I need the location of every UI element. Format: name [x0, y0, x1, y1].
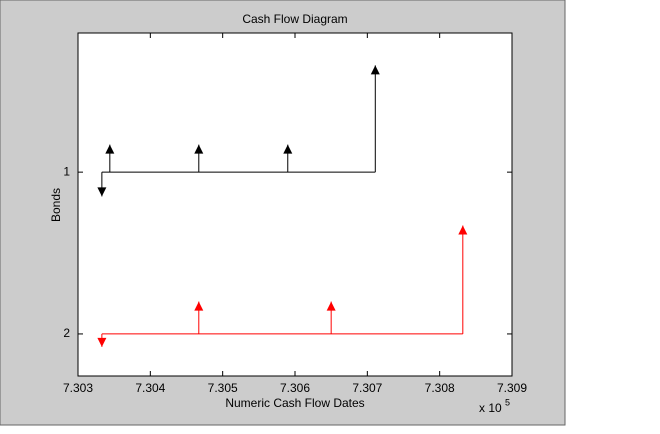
arrow-head	[97, 337, 107, 347]
cash-flow-arrow	[194, 144, 204, 173]
arrow-head	[194, 301, 204, 311]
cash-flow-arrow	[194, 301, 204, 334]
x-tick-label: 7.305	[208, 381, 238, 395]
x-tick-label: 7.304	[135, 381, 165, 395]
cash-flow-arrow	[283, 144, 293, 173]
axes-box	[77, 32, 513, 377]
cash-flow-arrow	[97, 172, 107, 197]
x-multiplier-exponent: 5	[505, 397, 510, 407]
cash-flow-arrow	[105, 144, 115, 173]
y-tick-label: 2	[63, 326, 70, 340]
x-tick-label: 7.309	[497, 381, 527, 395]
cash-flow-arrow	[97, 333, 107, 347]
y-axis-label: Bonds	[49, 188, 63, 222]
plot-area	[78, 33, 512, 376]
x-tick-label: 7.307	[352, 381, 382, 395]
arrow-head	[105, 144, 115, 154]
x-tick-label: 7.308	[425, 381, 455, 395]
x-multiplier: x 10	[479, 401, 502, 415]
x-axis-label: Numeric Cash Flow Dates	[225, 396, 364, 410]
arrow-head	[370, 65, 380, 75]
arrow-head	[458, 225, 468, 235]
x-tick-label: 7.303	[63, 381, 93, 395]
arrow-head	[97, 187, 107, 197]
cash-flow-arrow	[370, 65, 380, 173]
chart-title: Cash Flow Diagram	[242, 12, 347, 26]
arrow-head	[194, 144, 204, 154]
y-tick-label: 1	[63, 164, 70, 178]
cash-flow-arrow	[326, 301, 336, 334]
cash-flow-arrow	[458, 225, 468, 334]
arrow-head	[283, 144, 293, 154]
arrow-head	[326, 301, 336, 311]
x-tick-label: 7.306	[280, 381, 310, 395]
